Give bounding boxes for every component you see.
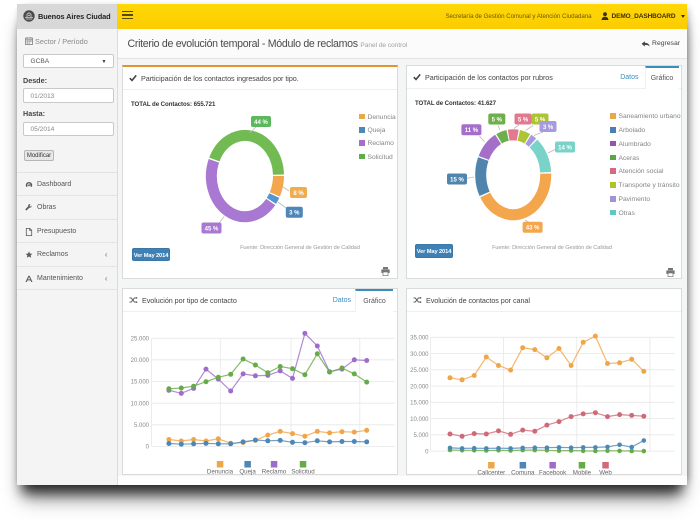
svg-text:3 %: 3 %: [543, 124, 554, 130]
svg-text:Solicitud: Solicitud: [291, 468, 315, 475]
svg-text:Callcenter: Callcenter: [477, 469, 505, 475]
svg-text:5.000: 5.000: [134, 423, 150, 429]
svg-text:14 %: 14 %: [558, 145, 572, 151]
svg-text:0: 0: [425, 449, 429, 455]
svg-text:5 %: 5 %: [518, 117, 529, 123]
svg-text:Queja: Queja: [239, 468, 256, 475]
svg-text:25.000: 25.000: [410, 368, 429, 374]
svg-text:Denuncia: Denuncia: [207, 468, 234, 475]
svg-text:20.000: 20.000: [410, 384, 429, 390]
svg-text:10.000: 10.000: [131, 401, 150, 407]
svg-text:8 %: 8 %: [293, 190, 304, 196]
svg-text:11 %: 11 %: [465, 128, 479, 134]
svg-text:5.000: 5.000: [413, 433, 429, 439]
svg-text:25.000: 25.000: [131, 336, 150, 342]
svg-text:Facebook: Facebook: [539, 469, 567, 475]
svg-text:35.000: 35.000: [410, 335, 429, 341]
svg-text:5 %: 5 %: [535, 117, 546, 123]
svg-text:44 %: 44 %: [254, 119, 268, 125]
svg-text:15.000: 15.000: [131, 379, 150, 385]
svg-text:Reclamo: Reclamo: [262, 468, 287, 475]
svg-text:45 %: 45 %: [205, 226, 219, 232]
svg-text:5 %: 5 %: [492, 117, 503, 123]
svg-text:20.000: 20.000: [131, 358, 150, 364]
svg-text:Web: Web: [599, 469, 612, 475]
svg-text:15 %: 15 %: [450, 177, 464, 183]
svg-text:0: 0: [146, 444, 150, 450]
svg-text:3 %: 3 %: [289, 210, 300, 216]
svg-text:30.000: 30.000: [410, 351, 429, 357]
svg-text:Comuna: Comuna: [511, 469, 535, 475]
svg-text:Mobile: Mobile: [573, 469, 592, 475]
svg-text:43 %: 43 %: [526, 225, 540, 231]
svg-text:10.000: 10.000: [410, 416, 429, 422]
svg-text:15.000: 15.000: [410, 400, 429, 406]
